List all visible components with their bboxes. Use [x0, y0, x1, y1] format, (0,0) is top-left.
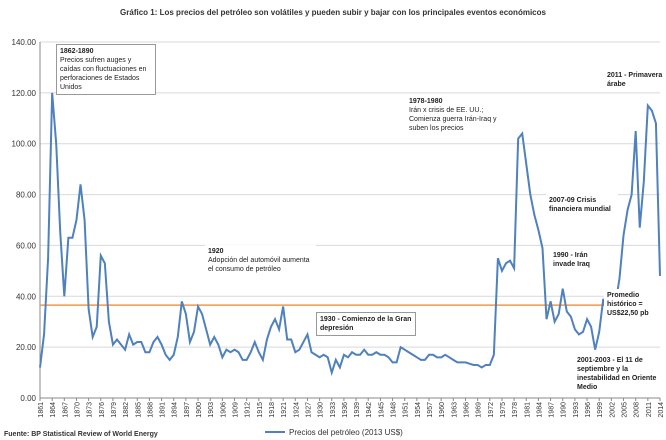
x-tick-label: 1885 — [135, 402, 142, 418]
x-tick-label: 1954 — [415, 402, 422, 418]
x-tick-label: 1882 — [123, 402, 130, 418]
x-tick-label: 1876 — [99, 402, 106, 418]
annotation-text: 1930 - Comienzo de la Gran depresión — [320, 316, 412, 332]
x-tick-label: 1996 — [585, 402, 592, 418]
y-tick-label: 140.00 — [12, 38, 37, 47]
legend-label: Precios del petróleo (2013 US$) — [289, 428, 403, 437]
annotation-heading: 1920 — [208, 248, 224, 255]
y-tick-label: 80.00 — [16, 191, 37, 200]
x-tick-label: 1972 — [488, 402, 495, 418]
x-tick-label: 1969 — [476, 402, 483, 418]
x-tick-label: 1978 — [512, 402, 519, 418]
x-tick-label: 2008 — [634, 402, 641, 418]
annotation: 1978-1980 Irán x crisis de EE. UU.; Comie… — [406, 95, 510, 135]
x-tick-label: 1909 — [233, 402, 240, 418]
annotation: 1930 - Comienzo de la Gran depresión — [316, 312, 416, 336]
x-tick-label: 1960 — [439, 402, 446, 418]
x-tick-label: 1879 — [111, 402, 118, 418]
annotation-text: 2011 - Primavera árabe — [607, 72, 663, 88]
annotation-text: Adopción del automóvil aumenta el consum… — [208, 257, 310, 273]
y-tick-label: 120.00 — [12, 89, 37, 98]
x-tick-label: 1903 — [208, 402, 215, 418]
source: Fuente: BP Statistical Review of World E… — [4, 431, 158, 438]
x-tick-label: 1963 — [451, 402, 458, 418]
x-tick-label: 1945 — [378, 402, 385, 418]
annotation: 1990 - Irán invade Iraq — [550, 249, 612, 271]
x-tick-label: 1942 — [366, 402, 373, 418]
x-tick-label: 1999 — [597, 402, 604, 418]
annotation-text: Irán x crisis de EE. UU.; Comienza guerr… — [409, 107, 497, 132]
annotation: 1862-1890 Precios sufren auges y caídas c… — [56, 44, 156, 95]
y-tick-label: 100.00 — [12, 140, 37, 149]
x-tick-label: 1918 — [269, 402, 276, 418]
chart-title: Gráfico 1: Los precios del petróleo son … — [120, 8, 546, 17]
annotation-heading: 1862-1890 — [60, 48, 94, 55]
x-tick-label: 1939 — [354, 402, 361, 418]
x-tick-label: 1900 — [196, 402, 203, 418]
x-tick-label: 1867 — [62, 402, 69, 418]
x-tick-label: 1912 — [245, 402, 252, 418]
x-tick-label: 1873 — [87, 402, 94, 418]
x-tick-label: 1975 — [500, 402, 507, 418]
annotation: 2011 - Primavera árabe — [604, 69, 666, 91]
x-tick-label: 1936 — [342, 402, 349, 418]
x-tick-label: 2005 — [622, 402, 629, 418]
x-tick-label: 1921 — [281, 402, 288, 418]
annotation: 2001-2003 - El 11 de septiembre y la ine… — [574, 354, 664, 394]
x-tick-label: 1951 — [403, 402, 410, 418]
x-tick-label: 1915 — [257, 402, 264, 418]
x-tick-label: 1906 — [220, 402, 227, 418]
price-line — [39, 92, 661, 377]
annotation-text: 2007-09 Crisis financiera mundial — [549, 197, 611, 213]
y-tick-label: 60.00 — [16, 241, 37, 250]
y-tick-label: 20.00 — [16, 343, 37, 352]
annotation: 2007-09 Crisis financiera mundial — [546, 194, 618, 216]
annotation-text: 2001-2003 - El 11 de septiembre y la ine… — [577, 357, 657, 391]
x-tick-label: 1990 — [561, 402, 568, 418]
annotation-text: Precios sufren auges y caídas con fluctu… — [60, 57, 147, 91]
annotation-heading: 1978-1980 — [409, 98, 443, 105]
x-tick-label: 1966 — [463, 402, 470, 418]
annotation: 1920 Adopción del automóvil aumenta el co… — [205, 245, 316, 276]
x-tick-label: 2002 — [609, 402, 616, 418]
x-tick-label: 1897 — [184, 402, 191, 418]
annotation-text: 1990 - Irán invade Iraq — [553, 252, 590, 268]
x-tick-label: 1993 — [573, 402, 580, 418]
x-tick-label: 1933 — [330, 402, 337, 418]
y-tick-label: 0.00 — [20, 394, 36, 403]
x-tick-label: 1864 — [50, 402, 57, 418]
x-tick-label: 1924 — [293, 402, 300, 418]
x-tick-label: 1891 — [160, 402, 167, 418]
x-tick-label: 1948 — [391, 402, 398, 418]
x-tick-label: 2011 — [646, 402, 653, 417]
x-tick-label: 1888 — [147, 402, 154, 418]
x-tick-label: 1984 — [536, 402, 543, 418]
x-tick-label: 2014 — [658, 402, 665, 418]
x-tick-label: 1927 — [305, 402, 312, 418]
annotation-text: Promedio histórico = US$22,50 pb — [607, 292, 649, 317]
x-tick-label: 1894 — [172, 402, 179, 418]
y-tick-label: 40.00 — [16, 292, 37, 301]
x-tick-label: 1861 — [38, 402, 45, 418]
x-tick-label: 1870 — [74, 402, 81, 418]
x-tick-label: 1987 — [549, 402, 556, 418]
annotation: Promedio histórico = US$22,50 pb — [604, 289, 666, 320]
x-tick-label: 1981 — [524, 402, 531, 418]
x-tick-label: 1930 — [318, 402, 325, 418]
x-tick-label: 1957 — [427, 402, 434, 418]
